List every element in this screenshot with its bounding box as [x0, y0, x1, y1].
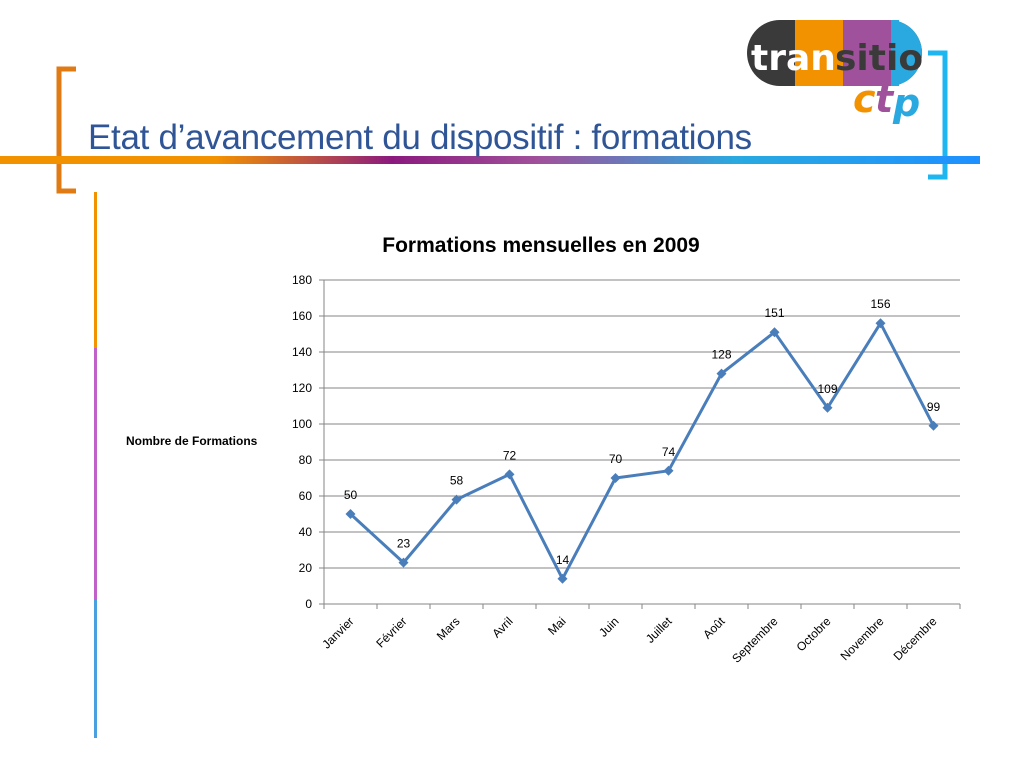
transitio-cfp-logo: tran sitio c t p [735, 12, 960, 127]
chart-title: Formations mensuelles en 2009 [382, 234, 700, 257]
y-tick-label: 0 [305, 597, 312, 611]
x-tick-label: Décembre [891, 614, 940, 663]
data-point-marker [769, 327, 780, 338]
data-label: 14 [556, 553, 570, 567]
y-tick-label: 160 [292, 309, 312, 323]
data-label: 156 [870, 297, 890, 311]
logo-word-sitio: sitio [835, 38, 923, 79]
logo-word-tran: tran [751, 38, 836, 79]
x-tick-label: Février [373, 614, 409, 650]
y-tick-label: 140 [292, 345, 312, 359]
x-tick-label: Mai [545, 614, 569, 638]
data-point-marker [610, 473, 621, 483]
x-tick-label: Septembre [729, 614, 781, 666]
data-label: 58 [450, 474, 464, 488]
logo-letter-p: p [892, 81, 920, 125]
vertical-accent-line [94, 192, 97, 738]
data-label: 128 [711, 348, 731, 362]
data-label: 74 [662, 445, 676, 459]
slide-title: Etat d’avancement du dispositif : format… [88, 118, 752, 157]
logo-letter-c: c [853, 77, 876, 121]
data-label: 109 [817, 382, 837, 396]
series-line [349, 321, 935, 581]
title-underline-bar [0, 156, 980, 164]
y-tick-label: 40 [299, 525, 313, 539]
data-label: 99 [927, 400, 941, 414]
data-point-marker [451, 494, 462, 505]
data-label: 50 [344, 488, 358, 502]
data-point-marker [822, 402, 833, 413]
data-point-marker [875, 318, 886, 329]
data-point-marker [557, 573, 568, 584]
x-tick-label: Août [700, 614, 728, 642]
data-label: 151 [764, 306, 784, 320]
right-bracket [928, 50, 948, 180]
data-label: 72 [503, 448, 517, 462]
y-tick-label: 180 [292, 273, 312, 287]
data-point-marker [928, 420, 939, 431]
x-tick-label: Avril [489, 614, 515, 640]
x-tick-label: Juillet [643, 614, 675, 646]
data-label: 70 [609, 452, 623, 466]
x-tick-label: Octobre [794, 614, 834, 654]
y-tick-label: 120 [292, 381, 312, 395]
y-tick-label: 100 [292, 417, 312, 431]
data-point-marker [398, 557, 409, 568]
data-point-marker [504, 469, 515, 480]
data-point-marker [716, 368, 727, 379]
y-tick-label: 80 [299, 453, 313, 467]
x-tick-label: Janvier [319, 614, 356, 651]
x-tick-label: Novembre [838, 614, 887, 663]
y-tick-label: 60 [299, 489, 313, 503]
logo-letter-t: t [875, 77, 895, 121]
data-point-marker [345, 509, 356, 519]
x-tick-label: Juin [596, 614, 621, 639]
y-axis-title: Nombre de Formations [126, 434, 258, 448]
x-tick-label: Mars [434, 614, 463, 643]
data-point-marker [663, 465, 674, 476]
y-tick-label: 20 [299, 561, 313, 575]
data-label: 23 [397, 537, 411, 551]
left-bracket [56, 66, 76, 194]
